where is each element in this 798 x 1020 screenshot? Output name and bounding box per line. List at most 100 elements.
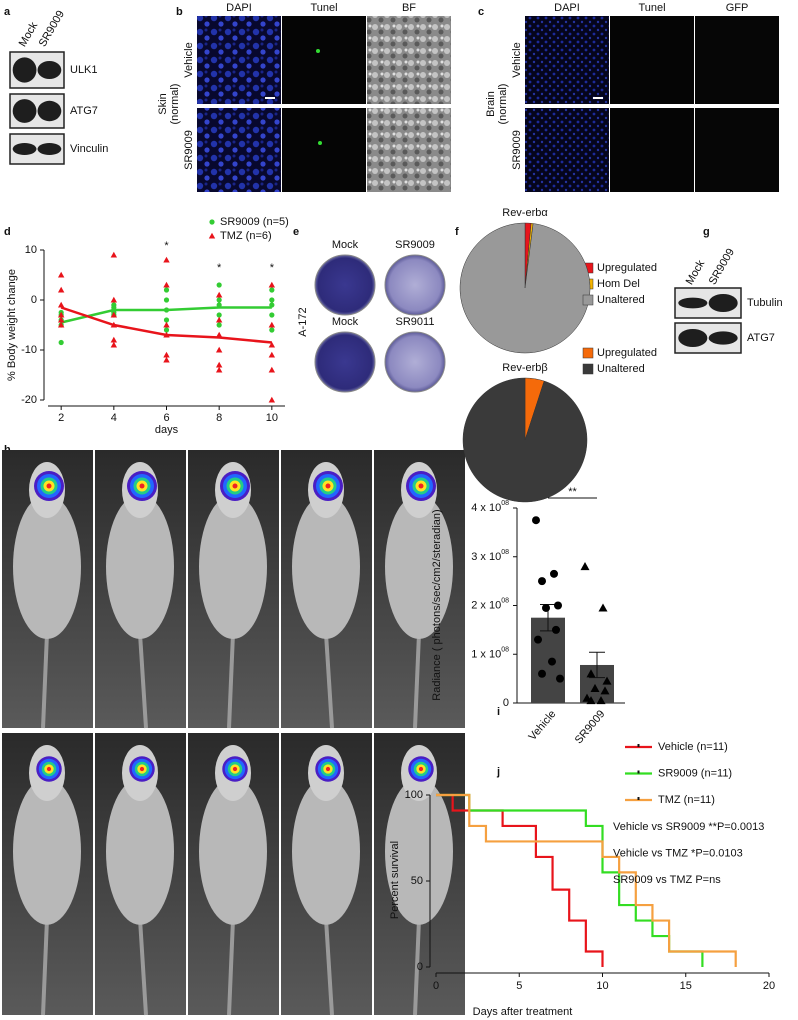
y-tick-label: -10 [21, 344, 37, 356]
data-point [163, 281, 170, 288]
y-axis-label: % Body weight change [6, 269, 18, 381]
mouse-body [292, 778, 360, 925]
error-bar [589, 651, 605, 679]
mouse-body [13, 778, 81, 925]
mouse-tail [138, 633, 148, 729]
x-tick-label: 20 [763, 980, 775, 992]
data-point [602, 676, 612, 685]
dish [314, 254, 376, 316]
dish-label: SR9011 [396, 316, 435, 328]
bioluminescence [232, 483, 238, 489]
row-label: Vehicle [511, 42, 523, 77]
dish-label: SR9009 [395, 239, 435, 251]
x-tick-label: Vehicle [527, 708, 559, 743]
panel-label: g [703, 226, 710, 238]
x-axis-label: days [155, 424, 179, 436]
data-point [110, 251, 118, 258]
data-point [57, 311, 65, 318]
significance: * [164, 240, 169, 252]
column-header: Tunel [638, 2, 665, 14]
x-tick-label: 15 [680, 980, 692, 992]
panel-label: j [496, 766, 500, 778]
tick-exponent: 08 [501, 500, 509, 507]
mouse-body [292, 494, 360, 640]
data-point [57, 301, 65, 308]
pie-slice [462, 377, 588, 503]
legend-tick [637, 797, 640, 800]
x-tick-label: SR9009 [573, 708, 608, 746]
mouse-body [106, 494, 174, 640]
bioluminescence [325, 483, 331, 489]
y-tick-label: 2 x 1008 [471, 597, 509, 611]
pie-title: Rev-erbα [502, 207, 548, 219]
data-point [163, 287, 170, 293]
data-point [542, 603, 550, 612]
data-point [215, 346, 223, 353]
data-point [598, 603, 608, 612]
legend-swatch [582, 294, 594, 306]
panel-label: c [478, 6, 484, 18]
x-tick-label: 6 [163, 412, 169, 424]
data-point [552, 625, 560, 634]
data-point [215, 291, 223, 298]
tick-exponent: 08 [501, 549, 509, 556]
data-point [216, 312, 222, 318]
x-tick-label: 10 [596, 980, 608, 992]
mouse-tail [41, 919, 49, 1016]
lane-label: Mock [684, 258, 708, 287]
data-point [110, 296, 118, 303]
micrograph [610, 16, 694, 104]
row-label: Vehicle [183, 42, 195, 77]
tick-mantissa: 2 x 10 [471, 599, 501, 611]
mouse-body [199, 778, 267, 925]
panel-label: e [293, 226, 299, 238]
lane-label: SR9009 [707, 247, 737, 287]
micrograph [197, 16, 281, 104]
x-tick-label: 0 [433, 980, 439, 992]
x-tick-label: 2 [58, 412, 64, 424]
blot-band [12, 57, 37, 83]
micrograph [525, 16, 609, 104]
micrograph [282, 16, 366, 104]
x-tick-label: 5 [516, 980, 522, 992]
y-tick-label: 0 [417, 961, 423, 973]
blot-band [708, 294, 738, 312]
row-label: SR9009 [183, 130, 195, 170]
data-point [590, 683, 600, 692]
tunel-spot [318, 141, 322, 145]
bioluminescence [325, 766, 331, 772]
survival-curve [436, 793, 737, 967]
data-point [215, 331, 223, 338]
legend-swatch [582, 363, 594, 375]
column-header: GFP [726, 2, 749, 14]
bioluminescence [139, 766, 145, 772]
pie-title: Rev-erbβ [502, 362, 547, 374]
legend-label: Unaltered [597, 363, 645, 375]
dish [384, 331, 446, 393]
data-point [163, 256, 170, 263]
micrograph [695, 16, 779, 104]
legend-tick [637, 770, 640, 774]
data-point [58, 339, 64, 346]
bioluminescence [46, 483, 52, 489]
mouse-body [385, 778, 453, 925]
mouse-tail [227, 633, 235, 729]
data-point [269, 327, 275, 333]
data-point [550, 569, 558, 578]
data-point [269, 287, 275, 293]
dish-label: Mock [332, 316, 359, 328]
significance: ** [568, 486, 577, 498]
data-point [556, 674, 564, 683]
panel-label: d [4, 226, 11, 238]
blot-band [37, 143, 62, 155]
data-point [269, 312, 275, 318]
data-point [586, 669, 596, 678]
blot-band [12, 99, 37, 123]
data-point [268, 396, 276, 403]
band-label: Vinculin [70, 143, 108, 155]
data-point [57, 316, 65, 323]
data-point [596, 696, 606, 705]
data-point [163, 317, 170, 323]
blot-band [37, 100, 62, 122]
tick-exponent: 08 [501, 646, 509, 653]
